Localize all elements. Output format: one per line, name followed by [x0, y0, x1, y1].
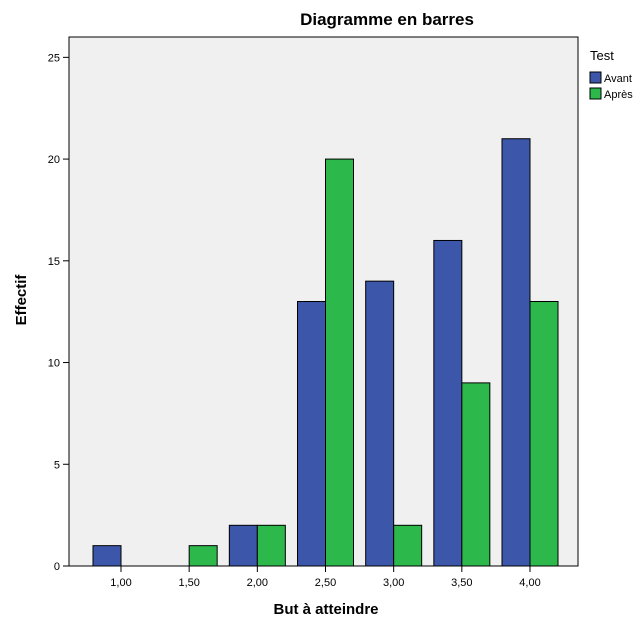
bar-après-1-50 [188, 545, 218, 567]
x-tick-label: 3,50 [451, 577, 472, 589]
x-tick-label: 1,50 [178, 577, 199, 589]
legend-title: Test [590, 48, 614, 63]
y-tick-label: 10 [48, 358, 60, 370]
bar-avant-4-00 [501, 138, 531, 567]
bar-après-3-50 [461, 382, 491, 567]
legend-label: Avant [604, 73, 632, 85]
legend: Test Avant Après [589, 48, 633, 101]
bar-après-2-50 [325, 158, 354, 567]
y-tick-label: 20 [48, 154, 60, 166]
y-axis-label: Effectif [13, 274, 30, 326]
x-tick-label: 2,50 [315, 577, 336, 589]
y-tick-label: 5 [54, 459, 60, 471]
chart-title: Diagramme en barres [300, 10, 474, 29]
bar-avant-3-50 [433, 239, 463, 567]
y-tick-label: 15 [48, 256, 60, 268]
bar-avant-2-00 [228, 524, 258, 567]
bar-avant-3-00 [365, 280, 395, 567]
bar-après-2-00 [256, 524, 286, 567]
x-tick-label: 4,00 [519, 577, 540, 589]
legend-swatch [589, 71, 602, 84]
x-tick-label: 3,00 [383, 577, 404, 589]
bars [92, 138, 559, 567]
bar-avant-1-00 [92, 545, 122, 567]
bar-après-3-00 [393, 524, 423, 567]
x-axis: 1,00 1,50 2,00 2,50 3,00 3,50 4,00 [110, 566, 541, 589]
legend-label: Après [604, 89, 633, 101]
x-axis-label: But à atteindre [273, 601, 378, 618]
y-axis: 0 5 10 15 20 25 [48, 52, 69, 573]
x-tick-label: 1,00 [110, 577, 131, 589]
bar-après-4-00 [529, 301, 559, 567]
legend-swatch [589, 87, 602, 100]
bar-avant-2-50 [297, 301, 326, 567]
y-tick-label: 25 [48, 52, 60, 64]
y-tick-label: 0 [54, 561, 60, 573]
x-tick-label: 2,00 [247, 577, 268, 589]
